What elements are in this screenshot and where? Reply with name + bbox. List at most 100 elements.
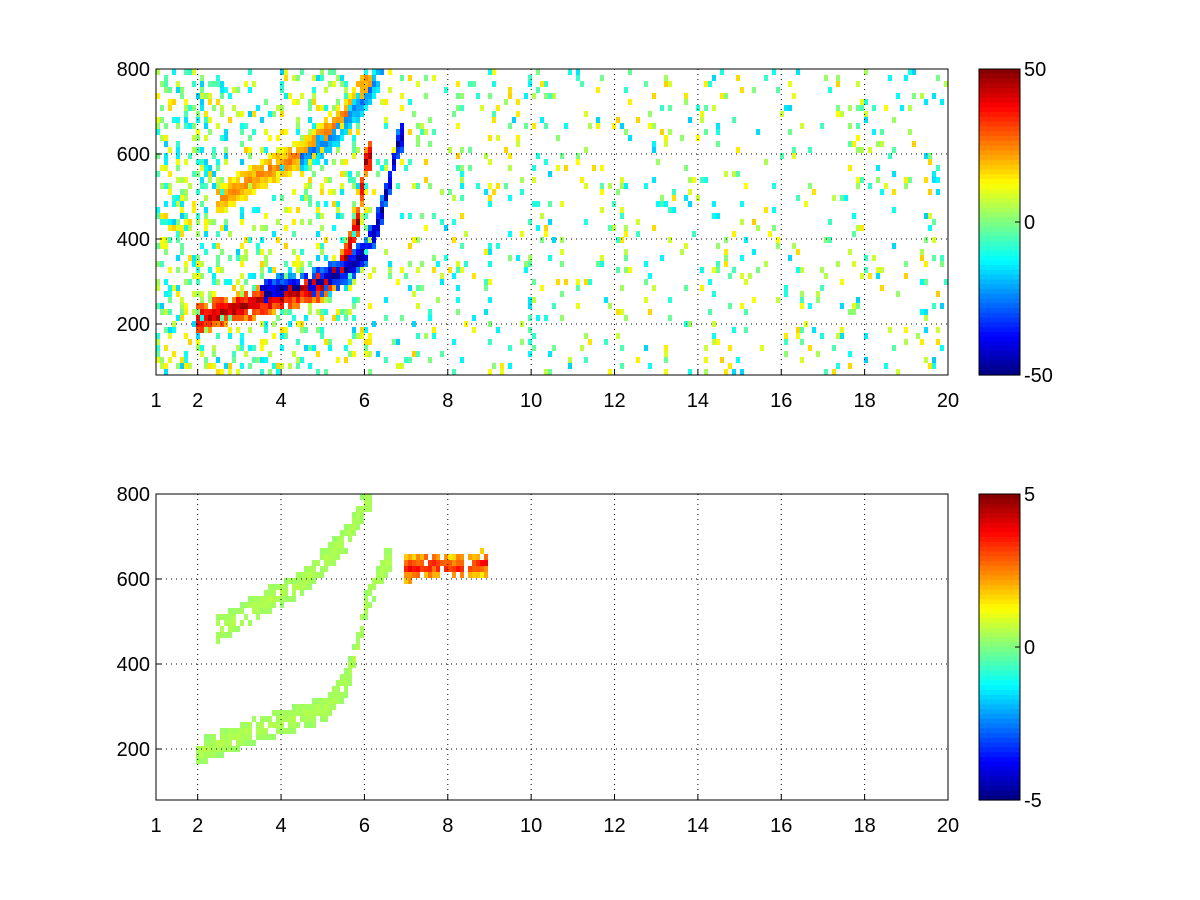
- heatmap-cell: [784, 105, 788, 111]
- heatmap-cell: [232, 105, 236, 111]
- heatmap-cell: [652, 285, 656, 291]
- heatmap-cell: [304, 279, 308, 285]
- heatmap-cell: [856, 123, 860, 129]
- heatmap-cell: [216, 632, 220, 638]
- colorbar-segment: [979, 212, 1020, 218]
- heatmap-cell: [896, 369, 900, 375]
- heatmap-cell: [364, 213, 368, 219]
- heatmap-cell: [324, 560, 328, 566]
- heatmap-cell: [568, 357, 572, 363]
- heatmap-cell: [280, 363, 284, 369]
- heatmap-cell: [288, 207, 292, 213]
- heatmap-cell: [368, 243, 372, 249]
- heatmap-cell: [260, 237, 264, 243]
- heatmap-cell: [244, 297, 248, 303]
- heatmap-cell: [268, 249, 272, 255]
- heatmap-cell: [280, 327, 284, 333]
- heatmap-cell: [928, 363, 932, 369]
- heatmap-cell: [764, 75, 768, 81]
- heatmap-cell: [492, 81, 496, 87]
- heatmap-cell: [348, 668, 352, 674]
- heatmap-cell: [356, 117, 360, 123]
- heatmap-cell: [920, 339, 924, 345]
- heatmap-cell: [280, 69, 284, 75]
- heatmap-cell: [620, 123, 624, 129]
- heatmap-cell: [484, 554, 488, 560]
- heatmap-cell: [880, 285, 884, 291]
- heatmap-cell: [536, 225, 540, 231]
- heatmap-cell: [204, 303, 208, 309]
- colorbar-segment: [979, 752, 1020, 758]
- heatmap-cell: [524, 267, 528, 273]
- heatmap-cell: [448, 189, 452, 195]
- heatmap-cell: [292, 315, 296, 321]
- heatmap-cell: [380, 99, 384, 105]
- heatmap-cell: [308, 722, 312, 728]
- heatmap-cell: [400, 93, 404, 99]
- heatmap-cell: [432, 566, 436, 572]
- heatmap-cell: [164, 213, 168, 219]
- heatmap-cell: [348, 171, 352, 177]
- heatmap-cell: [388, 267, 392, 273]
- heatmap-cell: [176, 177, 180, 183]
- colorbar-segment: [979, 245, 1020, 252]
- heatmap-cell: [328, 548, 332, 554]
- heatmap-cell: [244, 183, 248, 189]
- heatmap-cell: [892, 207, 896, 213]
- heatmap-cell: [416, 566, 420, 572]
- heatmap-cell: [488, 135, 492, 141]
- y-tick-label: 800: [117, 484, 150, 506]
- heatmap-cell: [200, 201, 204, 207]
- heatmap-cell: [416, 351, 420, 357]
- heatmap-cell: [932, 177, 936, 183]
- heatmap-cell: [628, 99, 632, 105]
- heatmap-cell: [204, 249, 208, 255]
- heatmap-cell: [792, 93, 796, 99]
- heatmap-cell: [156, 93, 160, 99]
- heatmap-cell: [336, 309, 340, 315]
- heatmap-cell: [164, 279, 168, 285]
- heatmap-cell: [364, 339, 368, 345]
- heatmap-cell: [360, 333, 364, 339]
- heatmap-cell: [408, 99, 412, 105]
- heatmap-cell: [348, 279, 352, 285]
- heatmap-cell: [204, 315, 208, 321]
- heatmap-cell: [724, 261, 728, 267]
- heatmap-cell: [328, 339, 332, 345]
- heatmap-cell: [372, 596, 376, 602]
- colorbar-segment: [979, 785, 1020, 792]
- heatmap-cell: [332, 273, 336, 279]
- heatmap-cell: [180, 177, 184, 183]
- heatmap-cell: [212, 105, 216, 111]
- heatmap-cell: [232, 87, 236, 93]
- heatmap-cell: [204, 309, 208, 315]
- heatmap-cell: [312, 722, 316, 728]
- heatmap-cell: [156, 333, 160, 339]
- heatmap-cell: [388, 261, 392, 267]
- heatmap-cell: [704, 177, 708, 183]
- heatmap-cell: [824, 369, 828, 375]
- heatmap-cell: [176, 153, 180, 159]
- heatmap-cell: [452, 111, 456, 117]
- heatmap-cell: [620, 213, 624, 219]
- heatmap-cell: [920, 93, 924, 99]
- heatmap-cell: [188, 339, 192, 345]
- heatmap-cell: [712, 291, 716, 297]
- heatmap-cell: [368, 584, 372, 590]
- heatmap-cell: [204, 165, 208, 171]
- heatmap-cell: [156, 153, 160, 159]
- heatmap-cell: [352, 147, 356, 153]
- heatmap-cell: [544, 315, 548, 321]
- heatmap-cell: [620, 183, 624, 189]
- heatmap-cell: [348, 231, 352, 237]
- heatmap-cell: [624, 183, 628, 189]
- heatmap-cell: [380, 560, 384, 566]
- colorbar-segment: [979, 303, 1020, 309]
- heatmap-cell: [200, 99, 204, 105]
- heatmap-cell: [444, 225, 448, 231]
- heatmap-cell: [240, 303, 244, 309]
- heatmap-cell: [500, 363, 504, 369]
- heatmap-cell: [196, 339, 200, 345]
- heatmap-cell: [256, 309, 260, 315]
